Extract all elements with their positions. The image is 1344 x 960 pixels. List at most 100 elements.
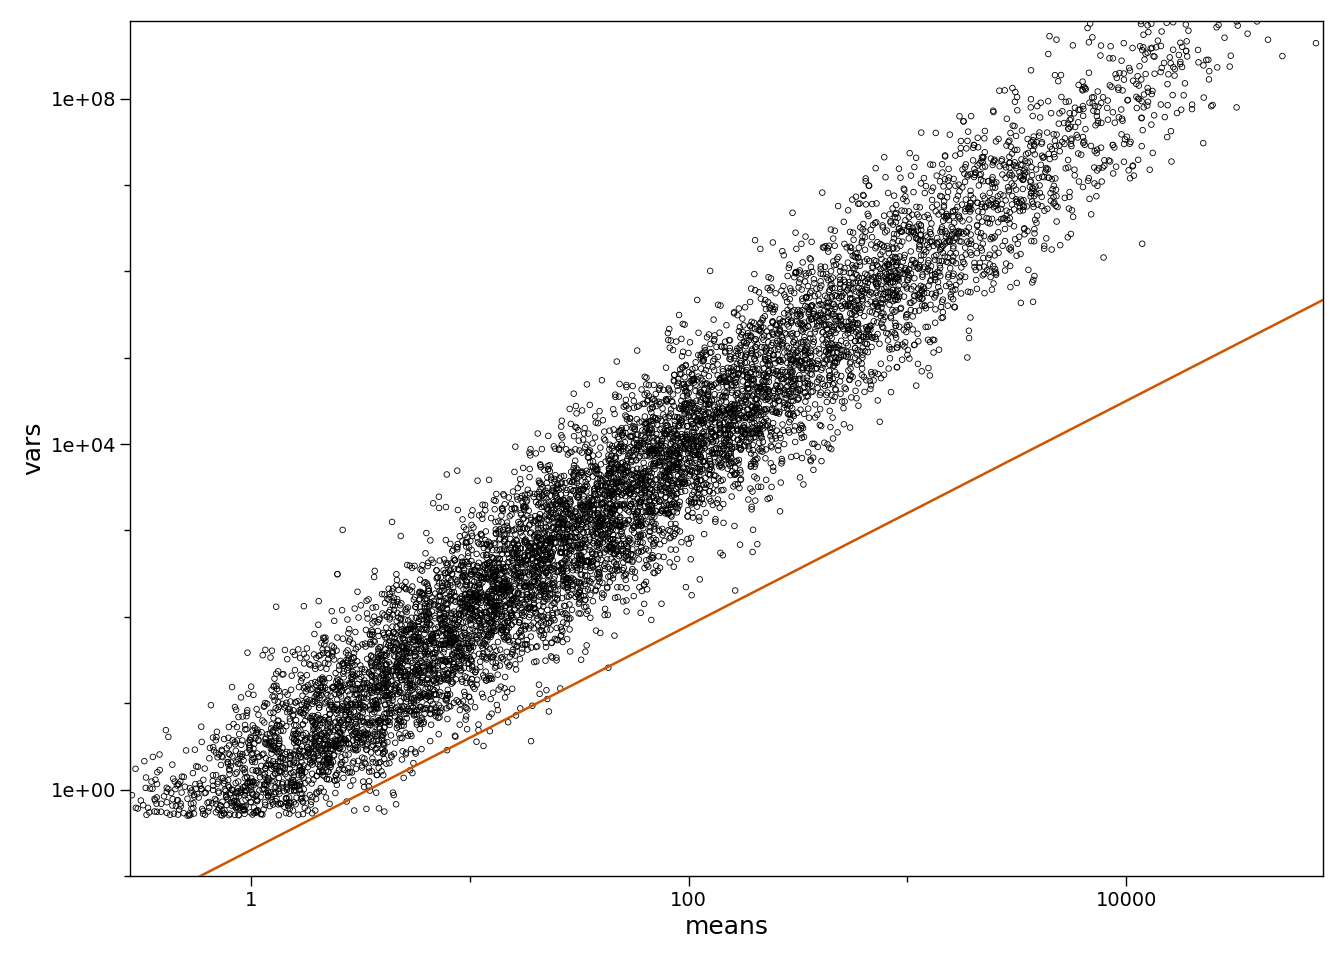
Point	[512, 607, 534, 622]
Point	[468, 717, 489, 732]
Point	[626, 412, 648, 427]
Point	[577, 479, 598, 494]
Point	[622, 554, 644, 569]
Point	[215, 787, 237, 803]
Point	[965, 273, 986, 288]
Point	[482, 573, 504, 588]
Point	[513, 548, 535, 564]
Point	[478, 590, 500, 606]
Point	[454, 687, 476, 703]
Point	[558, 501, 579, 516]
Point	[270, 754, 292, 769]
Point	[563, 386, 585, 401]
Point	[435, 670, 457, 685]
Point	[323, 680, 344, 695]
Point	[743, 372, 765, 387]
Point	[665, 491, 687, 506]
Point	[755, 401, 777, 417]
Point	[957, 284, 978, 300]
Point	[489, 561, 511, 576]
Point	[605, 451, 626, 467]
Point	[656, 477, 677, 492]
Point	[265, 765, 286, 780]
Point	[403, 629, 425, 644]
Point	[995, 222, 1016, 237]
Point	[689, 452, 711, 468]
Point	[788, 336, 809, 351]
Point	[532, 582, 554, 597]
Point	[492, 622, 513, 637]
Point	[931, 156, 953, 172]
Point	[261, 757, 282, 773]
Point	[429, 583, 450, 598]
Point	[456, 701, 477, 716]
Point	[531, 499, 552, 515]
Point	[1133, 27, 1154, 42]
Point	[664, 472, 685, 488]
Point	[706, 404, 727, 420]
Point	[519, 445, 540, 461]
Point	[562, 520, 583, 536]
Point	[1089, 160, 1110, 176]
Point	[356, 736, 378, 752]
Point	[469, 612, 491, 627]
Point	[966, 218, 988, 233]
Point	[595, 484, 617, 499]
Point	[1074, 79, 1095, 94]
Point	[698, 418, 719, 433]
Point	[203, 739, 224, 755]
Point	[624, 564, 645, 580]
Point	[391, 639, 413, 655]
Point	[465, 588, 487, 604]
Point	[269, 736, 290, 752]
Point	[935, 229, 957, 245]
Point	[571, 536, 593, 551]
Point	[1137, 81, 1159, 96]
Point	[509, 612, 531, 628]
Point	[292, 744, 313, 759]
Point	[903, 288, 925, 303]
Point	[1169, 36, 1191, 51]
Point	[578, 495, 599, 511]
Point	[476, 652, 497, 667]
Point	[417, 610, 438, 625]
Point	[681, 361, 703, 376]
Point	[391, 622, 413, 637]
Point	[672, 418, 694, 433]
Point	[532, 630, 554, 645]
Point	[257, 787, 278, 803]
Point	[543, 541, 564, 557]
Point	[629, 415, 650, 430]
Point	[735, 421, 757, 437]
Point	[314, 756, 336, 772]
Point	[732, 368, 754, 383]
Point	[641, 550, 663, 565]
Point	[839, 420, 860, 435]
Point	[536, 533, 558, 548]
Point	[910, 285, 931, 300]
Point	[895, 307, 917, 323]
Point	[304, 689, 325, 705]
Point	[546, 632, 567, 647]
Point	[224, 807, 246, 823]
Point	[921, 233, 942, 249]
Point	[417, 672, 438, 687]
Point	[418, 583, 439, 598]
Point	[773, 335, 794, 350]
Point	[293, 681, 314, 696]
Point	[929, 253, 950, 269]
Point	[481, 558, 503, 573]
Point	[454, 527, 476, 542]
Point	[582, 559, 603, 574]
Point	[499, 658, 520, 673]
Point	[745, 322, 766, 337]
Point	[751, 330, 773, 346]
Point	[277, 769, 298, 784]
Point	[906, 230, 927, 246]
Point	[214, 805, 235, 821]
Point	[926, 197, 948, 212]
Point	[923, 238, 945, 253]
Point	[919, 334, 941, 349]
Point	[336, 692, 358, 708]
Point	[773, 423, 794, 439]
